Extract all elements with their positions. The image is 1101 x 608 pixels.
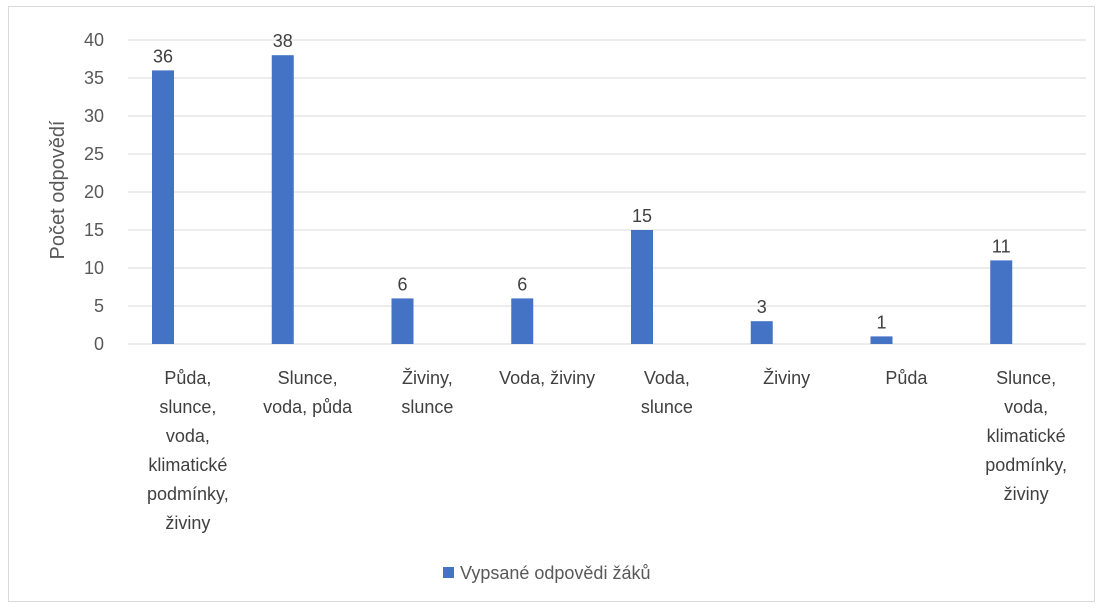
chart-frame [8,6,1095,602]
x-category-label-line: voda, půda [263,397,353,417]
y-tick-label: 40 [84,30,104,50]
bar[interactable] [391,298,414,344]
bar[interactable] [750,321,773,344]
data-label: 15 [632,206,652,226]
x-category-label: Slunce, voda, půda [263,368,353,417]
x-category-label-line: Půda, [164,368,211,388]
x-category-label: Voda, živiny [499,368,595,388]
x-category-label-line: Půda [885,368,928,388]
y-axis-title: Počet odpovědí [47,120,69,259]
y-tick-label: 10 [84,258,104,278]
x-category-label-line: podmínky, [147,484,229,504]
y-tick-label: 35 [84,68,104,88]
x-category-label-line: Živiny, [402,368,453,388]
bar[interactable] [152,70,174,345]
x-category-label-line: Živiny [763,368,810,388]
x-axis-categories: Půda, slunce, voda, klimatické podmínky, živi… [147,368,1067,533]
data-label: 38 [273,31,293,51]
y-tick-label: 0 [94,334,104,354]
x-category-label-line: klimatické [987,426,1066,446]
data-label: 1 [876,312,886,332]
bars [152,55,1013,345]
bar[interactable] [271,55,294,344]
data-label: 36 [153,46,173,66]
x-category-label-line: živiny [165,513,210,533]
y-tick-label: 5 [94,296,104,316]
x-category-label-line: slunce [401,397,453,417]
x-category-label-line: živiny [1004,484,1049,504]
x-category-label: Slunce, voda, klimatické podmínky, živiny [985,368,1067,504]
y-tick-label: 20 [84,182,104,202]
legend-swatch [443,567,454,578]
x-category-label-line: klimatické [148,455,227,475]
data-label: 6 [397,274,407,294]
data-label: 3 [757,297,767,317]
x-category-label-line: voda, [166,426,210,446]
bar[interactable] [631,230,653,344]
data-label: 6 [517,274,527,294]
bar[interactable] [511,298,534,344]
data-label: 11 [992,236,1011,256]
gridlines [128,39,1086,345]
bar[interactable] [870,336,893,344]
x-category-label: Živiny, slunce [401,368,453,417]
x-category-label: Živiny [763,368,810,388]
x-category-label-line: podmínky, [985,455,1067,475]
x-category-label-line: slunce, [159,397,216,417]
legend[interactable]: Vypsané odpovědi žáků [443,563,650,583]
x-category-label-line: voda, [1004,397,1048,417]
x-category-label-line: Slunce, [278,368,338,388]
bar[interactable] [990,260,1013,344]
y-tick-label: 15 [84,220,104,240]
y-tick-label: 30 [84,106,104,126]
y-tick-label: 25 [84,144,104,164]
y-axis-ticks: 0 5 10 15 20 25 30 35 40 [84,30,104,354]
x-category-label: Půda [885,368,928,388]
x-category-label-line: Voda, živiny [499,368,595,388]
x-category-label-line: Voda, [644,368,690,388]
legend-label: Vypsané odpovědi žáků [460,563,650,583]
x-category-label-line: slunce [641,397,693,417]
x-category-label: Půda, slunce, voda, klimatické podmínky, živi… [147,368,229,533]
x-category-label-line: Slunce, [996,368,1056,388]
x-category-label: Voda, slunce [641,368,693,417]
